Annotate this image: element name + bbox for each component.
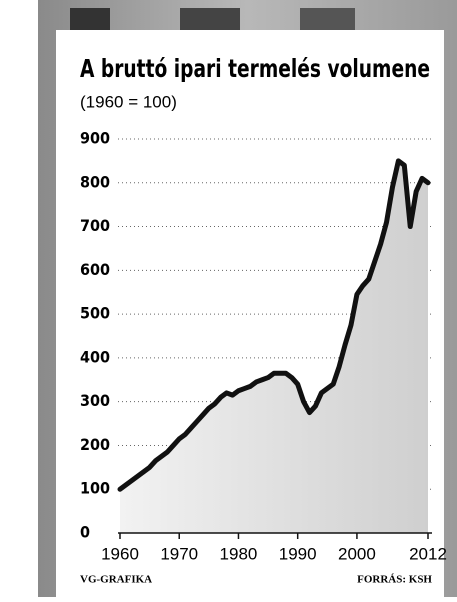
x-tick-label: 1960: [101, 544, 139, 563]
x-tick-label: 1970: [160, 544, 198, 563]
y-tick-label: 800: [80, 172, 110, 191]
source-right: FORRÁS: KSH: [357, 574, 432, 586]
background: [300, 8, 355, 30]
x-tick-label: 1990: [279, 544, 317, 563]
x-tick-label: 2012: [409, 544, 447, 563]
background: [70, 8, 110, 30]
y-tick-label: 700: [80, 216, 110, 235]
y-tick-label: 400: [80, 347, 110, 366]
x-tick-label: 1980: [220, 544, 258, 563]
y-tick-label: 500: [80, 304, 110, 323]
x-tick-label: 2000: [338, 544, 376, 563]
background: [180, 8, 240, 30]
chart: A bruttó ipari termelés volumene (1960 =…: [0, 0, 457, 597]
chart-title: A bruttó ipari termelés volumene: [80, 54, 430, 83]
y-tick-label: 100: [80, 479, 110, 498]
chart-subtitle: (1960 = 100): [80, 92, 177, 111]
y-tick-label: 200: [80, 435, 110, 454]
source-left: VG-GRAFIKA: [80, 574, 152, 586]
y-tick-label: 300: [80, 391, 110, 410]
y-tick-label: 0: [80, 523, 90, 542]
y-tick-label: 600: [80, 260, 110, 279]
y-tick-label: 900: [80, 129, 110, 148]
